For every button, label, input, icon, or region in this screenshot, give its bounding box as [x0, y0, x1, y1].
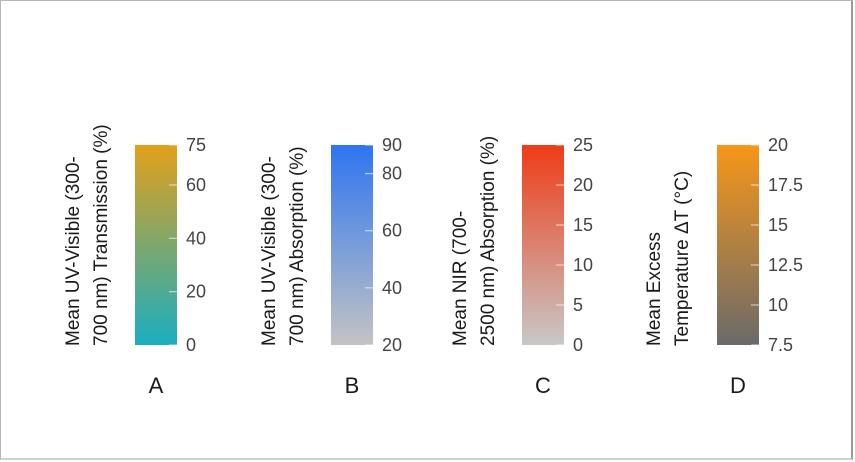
- colorbar-tick-label: 5: [573, 295, 583, 315]
- colorbar-tick-label: 12.5: [768, 255, 803, 275]
- colorbar-title-line: Mean UV-Visible (300-: [63, 156, 84, 346]
- panel-letter: B: [345, 373, 360, 398]
- colorbar-tick-label: 17.5: [768, 175, 803, 195]
- colorbar-tick-label: 15: [573, 215, 593, 235]
- colorbar-title-line: Mean NIR (700-: [450, 211, 471, 346]
- colorbar-tick-label: 20: [768, 135, 788, 155]
- colorbar-tick-label: 10: [768, 295, 788, 315]
- colorbar-tick-label: 80: [382, 164, 402, 184]
- colorbar-title-line: Temperature ΔT (°C): [672, 171, 693, 346]
- colorbar-tick-label: 15: [768, 215, 788, 235]
- colorbar-b-gradient: [331, 145, 373, 345]
- colorbar-panel-a: 0 20 40 60 75 Mean UV-Visible (300- 700 nm) Tr…: [63, 124, 206, 398]
- colorbar-panel-c: 0 5 10 15 20 25 Mean NIR (700- 2500 nm) Absorpt…: [450, 135, 593, 398]
- colorbar-title-line: 700 nm) Absorption (%): [287, 146, 308, 346]
- panel-letter: A: [149, 373, 164, 398]
- colorbar-tick-label: 10: [573, 255, 593, 275]
- colorbar-title-line: Mean Excess: [644, 232, 665, 346]
- colorbar-tick-label: 60: [186, 175, 206, 195]
- colorbar-tick-label: 7.5: [768, 335, 793, 355]
- colorbar-tick-label: 40: [186, 228, 206, 248]
- colorbar-title-line: Mean UV-Visible (300-: [259, 156, 280, 346]
- colorbar-panel-b: 20 40 60 80 90 Mean UV-Visible (300- 700 nm) A…: [259, 135, 402, 398]
- colorbar-tick-label: 60: [382, 221, 402, 241]
- colorbar-panel-d: 7.5 10 12.5 15 17.5 20 Mean Excess Temperature …: [644, 135, 803, 398]
- colorbar-a-gradient: [135, 145, 177, 345]
- panel-letter: D: [730, 373, 746, 398]
- colorbar-tick-label: 20: [573, 175, 593, 195]
- colorbar-tick-label: 0: [573, 335, 583, 355]
- colorbar-tick-label: 90: [382, 135, 402, 155]
- colorbar-tick-label: 25: [573, 135, 593, 155]
- colorbar-tick-label: 0: [186, 335, 196, 355]
- colorbar-c-gradient: [522, 145, 564, 345]
- colorbar-d-gradient: [717, 145, 759, 345]
- colorbar-title-line: 2500 nm) Absorption (%): [478, 136, 499, 346]
- colorbar-title-line: 700 nm) Transmission (%): [91, 124, 112, 346]
- colorbar-tick-label: 20: [186, 282, 206, 302]
- colorbar-tick-label: 20: [382, 335, 402, 355]
- colorbar-tick-label: 75: [186, 135, 206, 155]
- colorbar-tick-label: 40: [382, 278, 402, 298]
- panel-letter: C: [535, 373, 551, 398]
